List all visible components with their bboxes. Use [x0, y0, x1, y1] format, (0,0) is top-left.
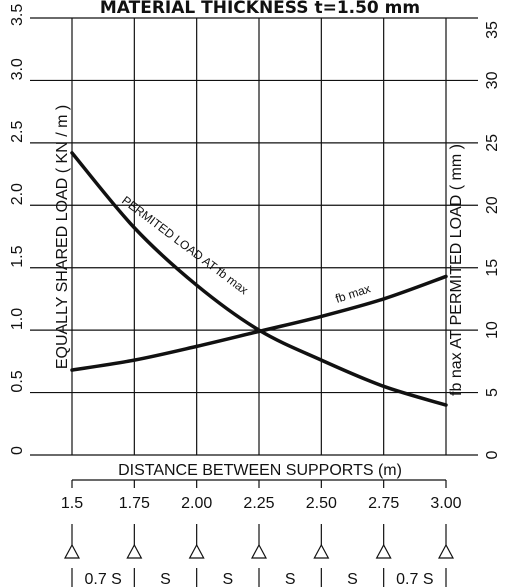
x-axis-label: DISTANCE BETWEEN SUPPORTS (m)	[118, 462, 402, 479]
span-label: S	[222, 571, 233, 587]
chart-title: MATERIAL THICKNESS t=1.50 mm	[100, 0, 420, 18]
right-tick-label: 20	[484, 196, 501, 214]
span-label: 0.7 S	[84, 571, 121, 587]
grid	[71, 17, 447, 456]
right-axis-ticks: 0 5 10 15 20 25 30 35	[446, 17, 501, 459]
left-axis-ticks: 0 0.5 1.0 1.5 2.0 2.5 3.0 3.5	[9, 4, 72, 456]
support-triangle-icon	[188, 543, 205, 559]
x-tick-label: 2.50	[306, 495, 337, 512]
x-tick-label: 2.75	[368, 495, 399, 512]
left-axis-label: EQUALLY SHARED LOAD ( KN / m )	[54, 105, 71, 369]
left-tick-label: 0	[9, 446, 26, 455]
series-label: PERMITED LOAD AT fb max	[119, 193, 251, 297]
series-label: fb max	[334, 281, 373, 305]
left-tick-label: 1.5	[9, 245, 26, 267]
right-tick-label: 25	[484, 134, 501, 152]
x-axis: 1.5 1.75 2.00 2.25 2.50 2.75 3.00	[61, 479, 462, 512]
right-tick-label: 15	[484, 259, 501, 277]
left-tick-label: 3.0	[9, 58, 26, 80]
span-label: S	[160, 571, 171, 587]
support-triangle-icon	[437, 543, 455, 559]
right-tick-label: 0	[484, 450, 501, 459]
x-tick-label: 2.00	[181, 495, 212, 512]
right-tick-label: 35	[484, 21, 501, 39]
x-tick-label: 1.5	[61, 495, 83, 512]
support-triangle-icon	[250, 543, 268, 559]
left-tick-label: 0.5	[9, 370, 26, 392]
support-diagram: 0.7 S S S S S 0.7 S	[63, 524, 455, 587]
x-tick-label: 3.00	[430, 495, 461, 512]
right-tick-label: 5	[484, 388, 501, 397]
left-tick-label: 2.5	[9, 121, 26, 143]
left-tick-label: 3.5	[9, 4, 26, 26]
support-triangle-icon	[63, 543, 81, 559]
span-label: 0.7 S	[396, 571, 433, 587]
left-tick-label: 2.0	[9, 183, 26, 205]
support-triangle-icon	[375, 543, 392, 559]
support-triangle-icon	[313, 543, 330, 559]
span-label: S	[347, 571, 358, 587]
series-line-1	[70, 274, 448, 372]
x-tick-label: 1.75	[119, 495, 150, 512]
span-label: S	[285, 571, 296, 587]
right-tick-label: 30	[484, 71, 501, 89]
right-tick-label: 10	[484, 321, 501, 339]
right-axis-label: fb nax AT PERMITED LOAD ( mm )	[448, 144, 465, 396]
support-triangle-icon	[126, 543, 143, 559]
left-tick-label: 1.0	[9, 308, 26, 330]
x-tick-label: 2.25	[243, 495, 274, 512]
